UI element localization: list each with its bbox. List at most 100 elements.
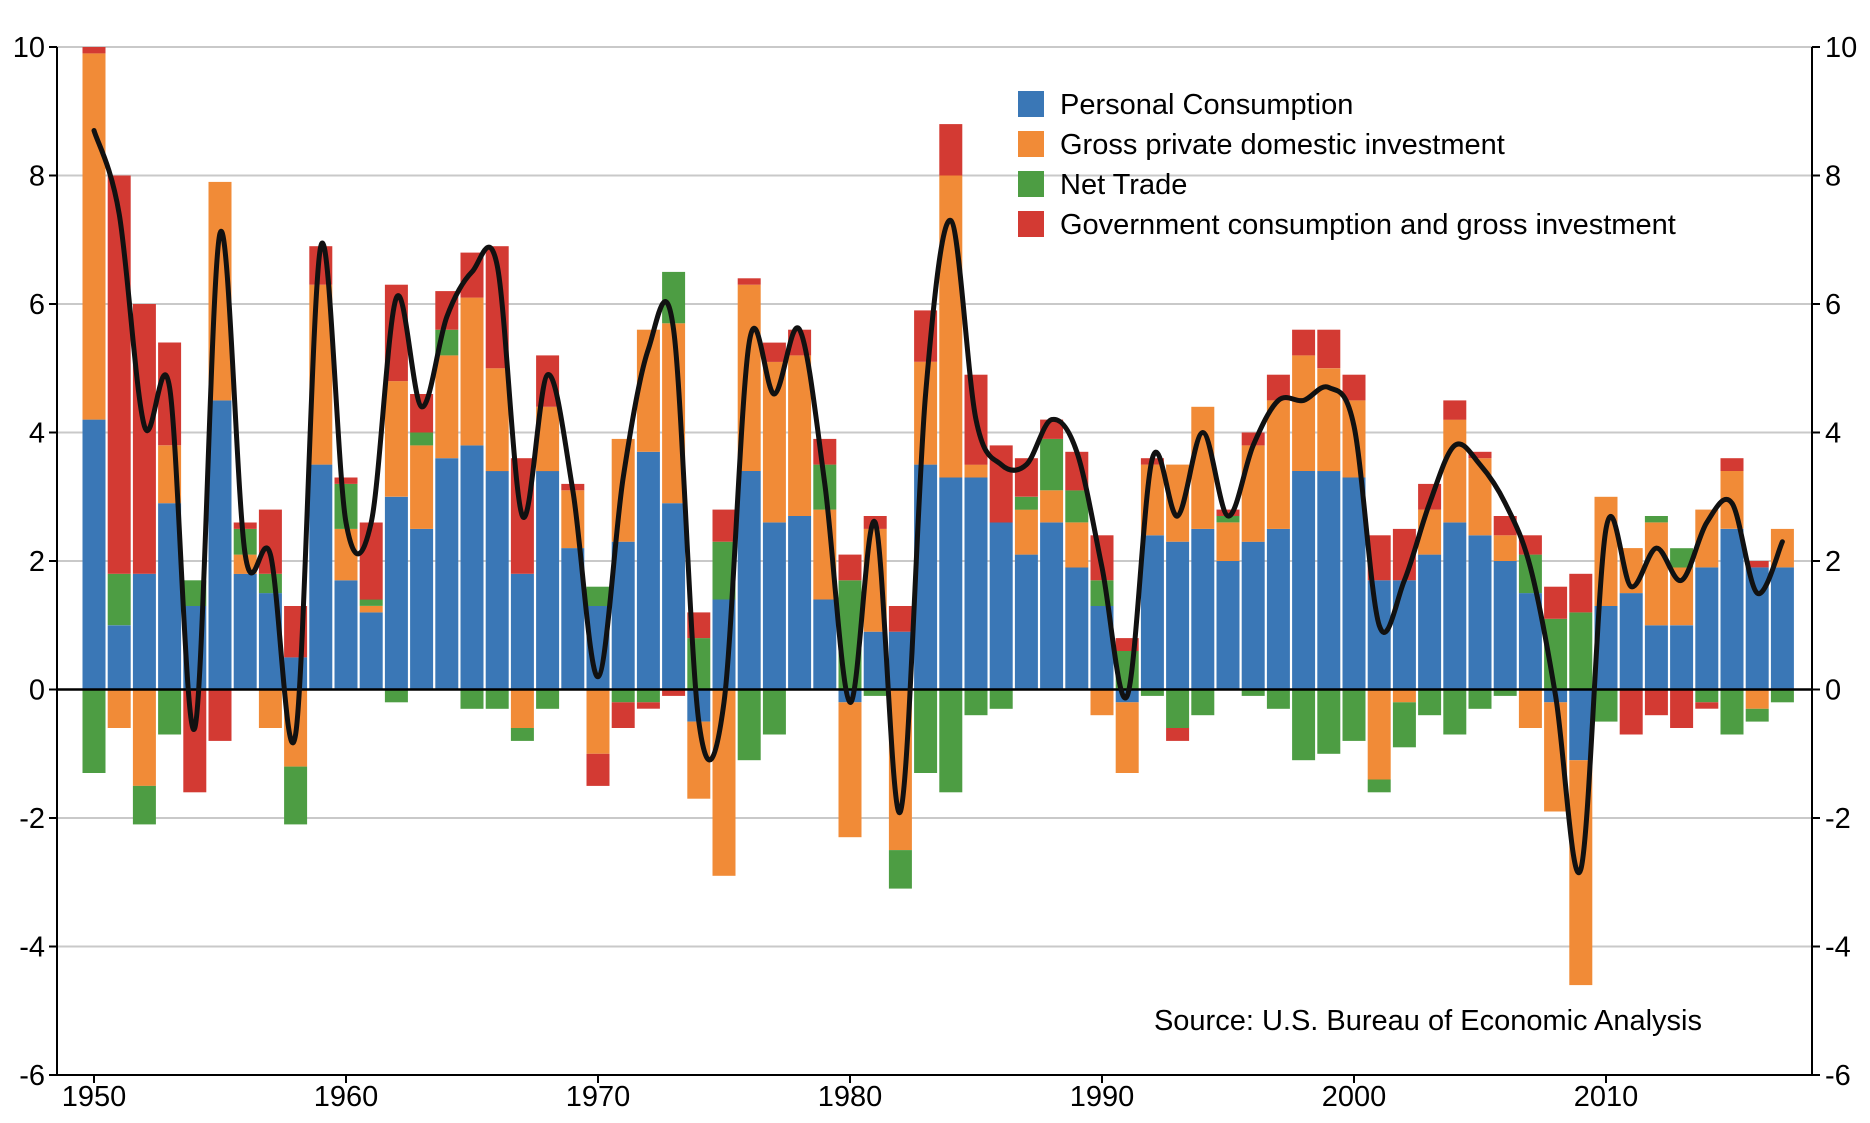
- legend-label: Gross private domestic investment: [1060, 129, 1505, 161]
- bar-segment-investment: [1493, 535, 1517, 561]
- bar-segment-investment: [838, 702, 862, 838]
- bar-segment-personal-consumption: [460, 445, 484, 690]
- bar-segment-government: [1342, 374, 1366, 401]
- bar-segment-government: [1745, 561, 1769, 568]
- bar-segment-investment: [1367, 689, 1391, 780]
- bar-segment-personal-consumption: [284, 657, 308, 690]
- bar-segment-net-trade: [989, 689, 1013, 709]
- left-y-tick-label: 8: [29, 161, 45, 193]
- bar-segment-personal-consumption: [762, 522, 786, 690]
- left-y-tick-label: -6: [19, 1060, 45, 1092]
- bar-segment-investment: [410, 445, 434, 529]
- bar-segment-personal-consumption: [536, 471, 560, 690]
- bar-segment-net-trade: [1241, 689, 1265, 696]
- bar-segment-personal-consumption: [1468, 535, 1492, 690]
- bar-segment-net-trade: [1317, 689, 1341, 754]
- bar-segment-personal-consumption: [1266, 528, 1290, 690]
- bar-segment-personal-consumption: [1443, 522, 1467, 690]
- bar-segment-personal-consumption: [662, 503, 686, 690]
- bar-segment-net-trade: [1065, 490, 1089, 523]
- bar-segment-net-trade: [888, 850, 912, 889]
- bar-segment-net-trade: [410, 432, 434, 446]
- bar-segment-net-trade: [1720, 689, 1744, 735]
- legend-label: Personal Consumption: [1060, 89, 1353, 121]
- bar-segment-net-trade: [258, 573, 282, 594]
- left-y-tick-label: -4: [19, 932, 45, 964]
- bar-segment-net-trade: [939, 689, 963, 793]
- bar-segment-personal-consumption: [384, 496, 408, 690]
- bar-segment-personal-consumption: [1569, 689, 1593, 761]
- bar-segment-investment: [1518, 689, 1542, 728]
- x-tick-label: 1970: [566, 1081, 631, 1113]
- bar-segment-government: [762, 342, 786, 362]
- bar-segment-government: [586, 753, 610, 786]
- bar-segment-investment: [460, 297, 484, 446]
- right-y-tick-label: 6: [1825, 289, 1841, 321]
- bar-segment-net-trade: [914, 689, 938, 773]
- bar-segment-investment: [1644, 522, 1668, 626]
- bar-segment-net-trade: [1014, 496, 1038, 510]
- bar-segment-net-trade: [1191, 689, 1215, 716]
- bar-segment-net-trade: [737, 689, 761, 761]
- bar-segment-net-trade: [762, 689, 786, 735]
- bar-segment-personal-consumption: [561, 548, 585, 690]
- bar-segment-personal-consumption: [939, 477, 963, 690]
- bar-segment-personal-consumption: [1670, 625, 1694, 690]
- bar-segment-investment: [435, 355, 459, 459]
- bar-segment-government: [939, 124, 963, 176]
- bar-segment-net-trade: [1644, 516, 1668, 523]
- legend-label: Net Trade: [1060, 169, 1187, 201]
- bar-segment-net-trade: [1594, 689, 1618, 722]
- bar-segment-investment: [1115, 702, 1139, 773]
- bar-segment-net-trade: [636, 689, 660, 703]
- bar-segment-net-trade: [1367, 779, 1391, 793]
- bar-segment-personal-consumption: [1493, 561, 1517, 690]
- bar-segment-personal-consumption: [611, 541, 635, 690]
- bar-segment-net-trade: [1695, 689, 1719, 703]
- bar-segment-investment: [1266, 400, 1290, 529]
- bar-segment-government: [258, 509, 282, 574]
- bar-segment-personal-consumption: [1014, 554, 1038, 690]
- right-y-tick-label: -2: [1825, 803, 1851, 835]
- bar-segment-net-trade: [284, 766, 308, 825]
- legend-swatch: [1018, 211, 1044, 237]
- right-y-tick-label: 0: [1825, 675, 1841, 707]
- bar-segment-personal-consumption: [107, 625, 131, 690]
- bar-segment-personal-consumption: [233, 573, 257, 690]
- bar-segment-net-trade: [1569, 612, 1593, 690]
- bar-segment-personal-consumption: [158, 503, 182, 690]
- bar-segment-government: [132, 304, 156, 574]
- bar-segment-personal-consumption: [1040, 522, 1064, 690]
- left-y-tick-label: 2: [29, 546, 45, 578]
- bar-segment-personal-consumption: [1342, 477, 1366, 690]
- bar-segment-personal-consumption: [334, 580, 358, 690]
- bar-segment-investment: [1292, 355, 1316, 471]
- bar-segment-personal-consumption: [1518, 593, 1542, 690]
- bar-segment-investment: [1241, 445, 1265, 542]
- left-y-tick-label: 4: [29, 418, 45, 450]
- x-tick-label: 1990: [1070, 1081, 1135, 1113]
- bar-segment-government: [1695, 702, 1719, 709]
- bar-segment-investment: [82, 53, 106, 420]
- source-annotation: Source: U.S. Bureau of Economic Analysis: [1154, 1005, 1702, 1037]
- bar-segment-government: [838, 554, 862, 581]
- bar-segment-net-trade: [1468, 689, 1492, 709]
- bar-segment-investment: [1040, 490, 1064, 523]
- bar-segment-personal-consumption: [435, 458, 459, 690]
- bar-segment-net-trade: [1493, 689, 1517, 696]
- bar-segment-net-trade: [863, 689, 887, 696]
- bar-segment-personal-consumption: [1418, 554, 1442, 690]
- bar-segment-government: [1266, 374, 1290, 401]
- bar-segment-investment: [1745, 689, 1769, 709]
- left-y-tick-label: 0: [29, 675, 45, 707]
- bar-segment-government: [611, 702, 635, 728]
- bar-segment-government: [1292, 329, 1316, 356]
- bar-segment-personal-consumption: [1695, 567, 1719, 690]
- bar-segment-personal-consumption: [1090, 606, 1114, 690]
- bar-segment-government: [359, 522, 383, 600]
- bar-segment-net-trade: [82, 689, 106, 773]
- bar-segment-investment: [1166, 464, 1190, 542]
- right-y-tick-label: 10: [1825, 32, 1857, 64]
- bar-segment-net-trade: [1040, 438, 1064, 491]
